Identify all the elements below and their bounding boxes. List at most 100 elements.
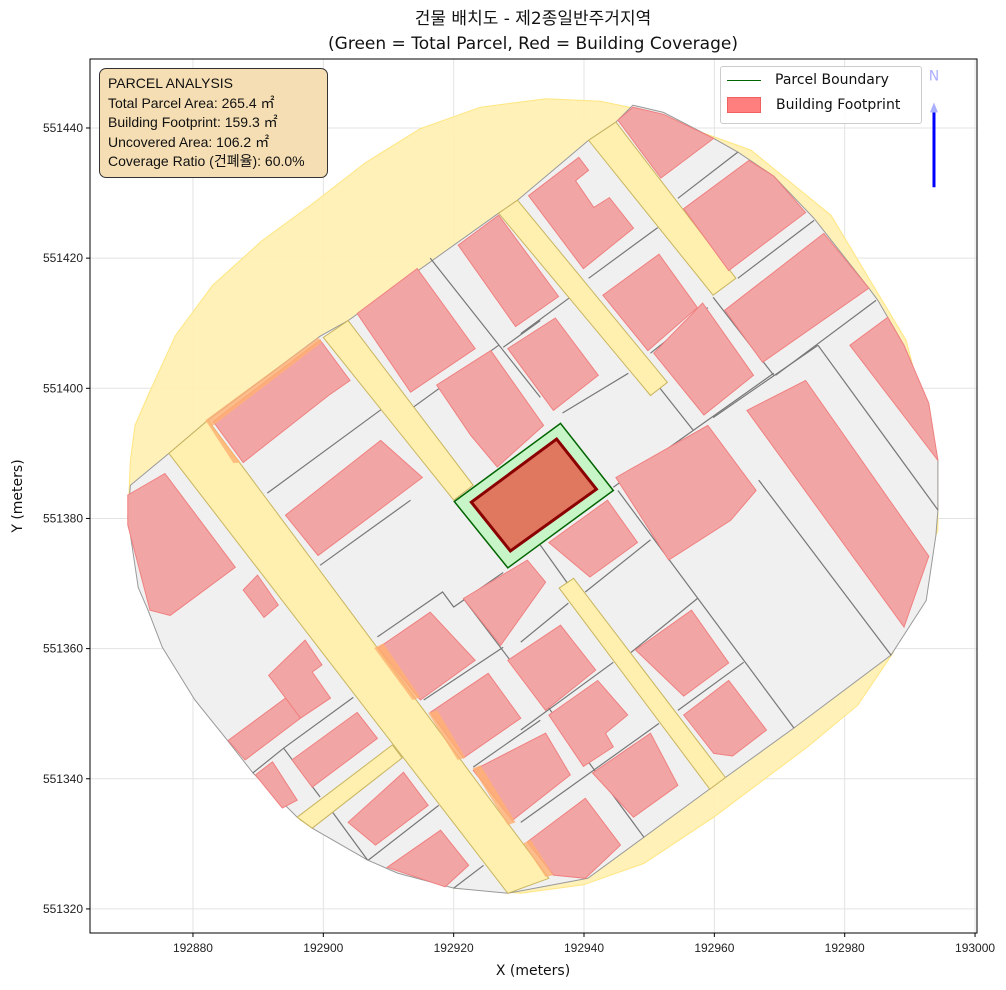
building-footprint: [682, 679, 768, 757]
parcel-boundary-line: [677, 661, 745, 711]
y-tick-label: 551420: [43, 251, 83, 265]
target-building: [469, 437, 599, 554]
road-strip: [296, 744, 403, 829]
road-overlap: [428, 710, 466, 760]
parcel-boundary-line: [658, 386, 694, 431]
info-heading: PARCEL ANALYSIS: [108, 75, 234, 91]
road-strip: [587, 121, 737, 296]
building-footprint: [435, 349, 545, 468]
building-footprint: [527, 156, 635, 270]
legend-label: Building Footprint: [776, 97, 901, 113]
road-overlap: [374, 643, 421, 700]
building-footprint: [356, 267, 476, 393]
x-axis-label: X (meters): [496, 963, 570, 979]
y-tick-label: 551360: [43, 642, 83, 656]
road-overlap: [205, 337, 322, 426]
legend-item-parcel-boundary: Parcel Boundary: [727, 72, 889, 88]
x-tick-label: 192980: [825, 941, 865, 955]
chart-title-line1: 건물 배치도 - 제2종일반주거지역: [415, 9, 651, 29]
legend: Parcel Boundary Building Footprint: [720, 66, 922, 124]
parcel-boundary-line: [266, 408, 383, 494]
building-footprint: [746, 379, 930, 629]
building-footprint: [615, 424, 757, 561]
parcel-boundary-line: [520, 296, 571, 335]
parcel-boundary-line: [319, 499, 411, 566]
road-strip: [168, 419, 550, 894]
building-footprint: [634, 609, 730, 697]
building-footprint: [386, 829, 470, 888]
info-coverage-ratio: Coverage Ratio (건폐율): 60.0%: [108, 153, 305, 169]
building-footprint: [617, 106, 715, 179]
x-tick-label: 193000: [955, 941, 995, 955]
info-uncovered-area: Uncovered Area: 106.2 ㎡: [108, 133, 270, 150]
x-tick-label: 192900: [303, 941, 343, 955]
parcel-boundary-line: [562, 372, 629, 414]
parcel-boundary-line: [588, 227, 659, 279]
parcel-boundary-line: [423, 646, 504, 701]
road-overlap: [205, 420, 241, 464]
parcel-boundary-line: [331, 811, 369, 861]
building-footprint: [849, 316, 939, 461]
x-tick-label: 192940: [564, 941, 604, 955]
x-tick-label: 192880: [173, 941, 213, 955]
parcel-boundary-line: [539, 544, 569, 584]
parcel-boundary-line: [367, 804, 440, 861]
parcel-boundary-line: [617, 490, 795, 729]
building-footprint: [284, 439, 424, 557]
building-footprint: [254, 761, 298, 809]
building-footprint: [653, 302, 755, 416]
parcel-boundary-line: [502, 320, 541, 348]
info-total-parcel-area: Total Parcel Area: 265.4 ㎡: [108, 94, 275, 111]
road-strip: [497, 199, 669, 397]
road-strip: [322, 319, 474, 501]
parcel-boundary-line: [584, 539, 651, 593]
parcel-boundary-line: [429, 257, 541, 398]
building-footprint: [602, 253, 699, 352]
building-footprint: [724, 232, 870, 363]
y-tick-label: 551340: [43, 772, 83, 786]
road-overlap: [523, 839, 554, 877]
building-footprint: [291, 711, 379, 788]
parcel-analysis-box: PARCEL ANALYSIS Total Parcel Area: 265.4…: [99, 68, 328, 178]
parcel-boundary-line: [520, 722, 660, 823]
info-building-footprint: Building Footprint: 159.3 ㎡: [108, 114, 278, 130]
legend-patch-swatch: [727, 97, 761, 113]
legend-item-building-footprint: Building Footprint: [727, 97, 900, 113]
north-arrow-head: [929, 102, 938, 113]
parcel-boundary-line: [472, 719, 541, 768]
parcel-boundary-line: [453, 864, 484, 889]
building-footprint: [242, 574, 279, 619]
road-overlap: [472, 765, 516, 825]
parcel-boundary-line: [737, 219, 815, 279]
x-tick-label: 192920: [434, 941, 474, 955]
building-footprint: [547, 499, 639, 578]
building-footprint: [683, 159, 807, 272]
x-tick-label: 192960: [694, 941, 734, 955]
plot-frame: [89, 58, 978, 934]
building-footprint: [127, 472, 237, 616]
legend-label: Parcel Boundary: [775, 72, 889, 88]
y-tick-label: 551380: [43, 511, 83, 525]
parcel-boundary-line: [712, 344, 819, 419]
legend-line-swatch: [727, 79, 761, 81]
y-axis-label: Y (meters): [10, 459, 26, 533]
y-tick-label: 551440: [43, 121, 83, 135]
chart-title-line2: (Green = Total Parcel, Red = Building Co…: [328, 34, 738, 54]
parcel-boundary-line: [817, 344, 939, 511]
parcel-boundary-line: [520, 602, 569, 643]
building-footprint: [507, 624, 597, 712]
parcel-boundary-line: [520, 661, 614, 731]
parcel-boundary-line: [758, 479, 892, 656]
building-footprint: [227, 697, 302, 761]
parcel-boundary-line: [677, 151, 739, 199]
building-footprint: [347, 771, 429, 846]
building-footprint: [548, 679, 629, 768]
building-footprint: [507, 317, 599, 412]
north-label: N: [929, 68, 939, 84]
building-footprint: [591, 732, 679, 818]
y-tick-label: 551320: [43, 902, 83, 916]
building-footprint: [457, 214, 560, 328]
y-tick-label: 551400: [43, 381, 83, 395]
building-footprint: [462, 559, 547, 647]
